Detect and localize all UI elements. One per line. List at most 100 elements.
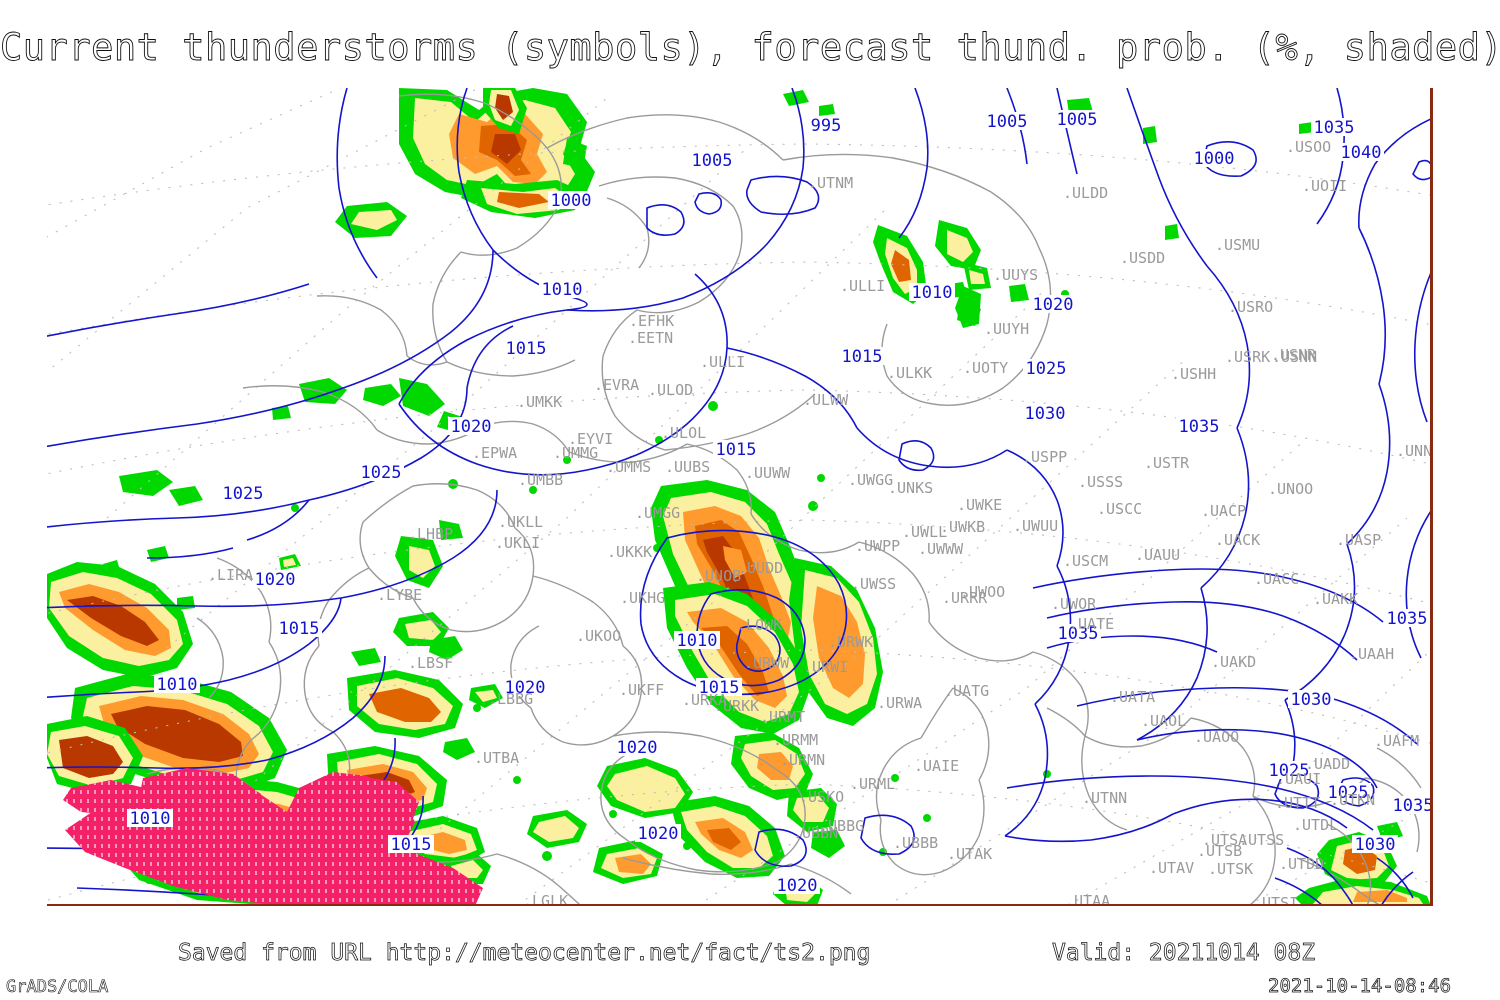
isobar-label: 1025 bbox=[1328, 783, 1369, 803]
station-label: .USKO bbox=[799, 788, 844, 806]
map-graphics: 995 1005 1000 1005 1005 1000 1035 1040 1010 1010 1… bbox=[47, 88, 1433, 906]
isobar-label: 1035 bbox=[1387, 609, 1428, 629]
valid-time-text: Valid: 20211014 08Z bbox=[1052, 940, 1316, 967]
station-label: .URKK bbox=[714, 697, 759, 715]
station-label: .UNNT bbox=[1396, 442, 1433, 460]
station-label: .LYBE bbox=[377, 586, 422, 604]
station-label: .UATG bbox=[944, 682, 989, 700]
isobar-label: 1015 bbox=[716, 440, 757, 460]
station-label: .LGLK bbox=[523, 892, 568, 906]
isobar-label-bg bbox=[1352, 835, 1398, 853]
station-label: .USRK bbox=[1225, 348, 1270, 366]
station-label: .LHBP bbox=[408, 525, 453, 543]
station-label: .EPWA bbox=[472, 444, 517, 462]
station-label: .UAFM bbox=[1374, 732, 1419, 750]
isobar-label: 1035 bbox=[1058, 624, 1099, 644]
isobar-label-bg bbox=[909, 283, 955, 301]
station-label: .EYVI bbox=[568, 430, 613, 448]
station-label: .USOO bbox=[1286, 138, 1331, 156]
isobar-label: 995 bbox=[811, 116, 842, 136]
station-labels: .UTNM .ULDD .USOO .UOII .UUYS .USDD .ULLI .USMU… bbox=[208, 138, 1433, 906]
station-label: .UTNN bbox=[1082, 789, 1127, 807]
isobar-label-bg bbox=[388, 835, 434, 853]
station-label: .UTAV bbox=[1149, 859, 1194, 877]
shade-blob-gulf bbox=[955, 286, 981, 328]
station-label: .LBBG bbox=[488, 690, 533, 708]
isobar-label-bg bbox=[1266, 761, 1312, 779]
isobar-label-bg bbox=[220, 484, 266, 502]
station-label: .UOII bbox=[1302, 177, 1347, 195]
isobar-label: 1020 bbox=[255, 570, 296, 590]
station-label: .UUYH bbox=[984, 320, 1029, 338]
station-label: .UAKD bbox=[1211, 653, 1256, 671]
station-label: .UKOO bbox=[576, 627, 621, 645]
isobar-label-bg bbox=[1023, 359, 1069, 377]
station-label: .EVRA bbox=[594, 376, 639, 394]
isobar-label: 1035 bbox=[1179, 417, 1220, 437]
page-title: Current thunderstorms (symbols), forecas… bbox=[0, 26, 1500, 70]
map-canvas[interactable]: 995 1005 1000 1005 1005 1000 1035 1040 1010 1010 1… bbox=[47, 88, 1433, 906]
isobar-label-bg bbox=[696, 678, 742, 696]
station-label: .URML bbox=[850, 775, 895, 793]
isobar-label: 1020 bbox=[617, 738, 658, 758]
isobar-label-bg bbox=[713, 440, 759, 458]
station-label: .UMKK bbox=[517, 393, 562, 411]
map-frame-right-edge bbox=[1430, 88, 1433, 906]
isobar-label-bg bbox=[503, 339, 549, 357]
station-label: .UWUU bbox=[1013, 517, 1058, 535]
station-label: .UWOO bbox=[960, 583, 1005, 601]
isobar-label: 1015 bbox=[391, 835, 432, 855]
isobar-label: 1015 bbox=[699, 678, 740, 698]
isobar-label-bg bbox=[358, 463, 404, 481]
station-label: .EETN bbox=[628, 329, 673, 347]
station-label: .UUOB bbox=[696, 567, 741, 585]
station-label: .UTNM bbox=[808, 174, 853, 192]
isobar-label: 1020 bbox=[638, 824, 679, 844]
station-label: .USPP bbox=[1022, 448, 1067, 466]
station-label: .UBBN bbox=[793, 824, 838, 842]
station-label: .UATA bbox=[1110, 688, 1155, 706]
isobar-label-bg bbox=[984, 112, 1030, 130]
isobar-label: 1005 bbox=[692, 151, 733, 171]
station-label: .USNR bbox=[1271, 346, 1317, 364]
station-label: .UNKS bbox=[888, 479, 933, 497]
isobar-label: 1000 bbox=[551, 191, 592, 211]
isobar-label: 1005 bbox=[1057, 110, 1098, 130]
station-label: .UOTY bbox=[963, 359, 1008, 377]
isobar-label: 1015 bbox=[279, 619, 320, 639]
isobar-label-bg bbox=[1176, 417, 1222, 435]
isobar-label: 1035 bbox=[1393, 796, 1433, 816]
isobar-label: 1030 bbox=[1291, 690, 1332, 710]
isobar-label: 1015 bbox=[842, 347, 883, 367]
isobar-label: 1030 bbox=[1355, 835, 1396, 855]
shade-scattered-blobs bbox=[145, 290, 1069, 884]
station-label: .LBSF bbox=[408, 654, 453, 672]
isobar-label: 1020 bbox=[777, 876, 818, 896]
station-label: .UTAK bbox=[947, 845, 992, 863]
station-label: .URMM bbox=[773, 731, 818, 749]
isobar-label: 1010 bbox=[157, 675, 198, 695]
station-label: .URKA bbox=[682, 691, 727, 709]
station-label: .EFHK bbox=[629, 312, 674, 330]
station-label: .UTSI bbox=[1253, 894, 1298, 906]
station-label: .UACP bbox=[1201, 502, 1246, 520]
isobar-label: 1035 bbox=[1314, 118, 1355, 138]
station-label: .UWLL bbox=[902, 523, 947, 541]
station-label: .UASP bbox=[1336, 531, 1381, 549]
station-label: .URWW bbox=[744, 654, 790, 672]
station-label: .ULDD bbox=[1063, 184, 1108, 202]
shade-region-north-norway bbox=[483, 88, 587, 168]
isobar-label: 1010 bbox=[130, 809, 171, 829]
isobar-label: 1030 bbox=[1025, 404, 1066, 424]
station-label: .USHH bbox=[1171, 365, 1216, 383]
isobar-label-bg bbox=[502, 678, 548, 696]
station-label: .UUBS bbox=[665, 458, 710, 476]
station-label: .UKLL bbox=[498, 513, 543, 531]
station-label: .LOWK bbox=[737, 616, 782, 634]
station-label: .USCC bbox=[1097, 500, 1142, 518]
station-label: .UAKK bbox=[1313, 590, 1358, 608]
station-label: .URRR bbox=[942, 589, 988, 607]
isobar-label-bg bbox=[1022, 404, 1068, 422]
station-label: .ULOD bbox=[648, 381, 693, 399]
station-label: .UWGG bbox=[848, 471, 893, 489]
